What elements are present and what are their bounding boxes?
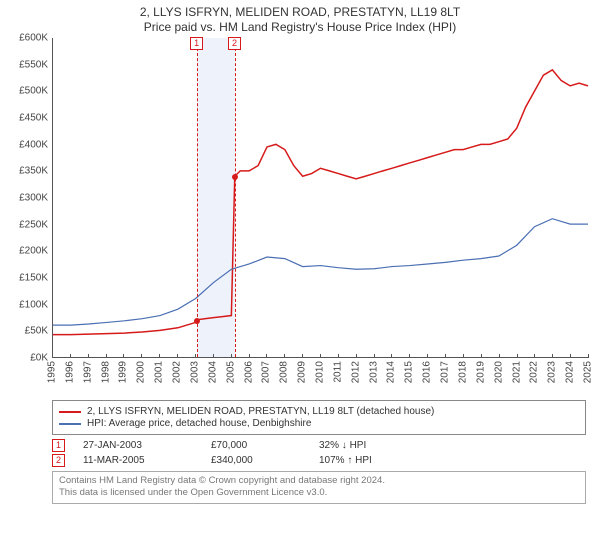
sale-date: 11-MAR-2005: [83, 455, 193, 466]
x-tick-label: 2019: [475, 361, 486, 383]
series-property: [53, 70, 588, 335]
legend-item: HPI: Average price, detached house, Denb…: [59, 418, 579, 429]
sale-row: 1 27-JAN-2003 £70,000 32% ↓ HPI: [52, 439, 586, 452]
y-tick-label: £400K: [19, 139, 48, 150]
sale-marker-line: [235, 38, 236, 357]
sale-hpi-delta: 32% ↓ HPI: [319, 440, 409, 451]
y-tick-label: £0K: [30, 353, 48, 364]
x-tick-label: 2023: [547, 361, 558, 383]
sale-badge: 2: [228, 37, 241, 50]
x-axis: 1995199619971998199920002001200220032004…: [52, 358, 588, 398]
title-address: 2, LLYS ISFRYN, MELIDEN ROAD, PRESTATYN,…: [8, 5, 592, 19]
x-tick-label: 2022: [529, 361, 540, 383]
sale-marker-dot: [194, 318, 200, 324]
title-block: 2, LLYS ISFRYN, MELIDEN ROAD, PRESTATYN,…: [8, 5, 592, 34]
sale-row: 2 11-MAR-2005 £340,000 107% ↑ HPI: [52, 454, 586, 467]
x-tick-label: 2017: [440, 361, 451, 383]
y-tick-label: £50K: [25, 326, 48, 337]
y-axis: £0K£50K£100K£150K£200K£250K£300K£350K£40…: [8, 38, 50, 358]
x-tick-label: 2006: [243, 361, 254, 383]
x-tick-label: 2013: [368, 361, 379, 383]
y-tick-label: £250K: [19, 219, 48, 230]
x-tick-label: 2004: [207, 361, 218, 383]
legend-item: 2, LLYS ISFRYN, MELIDEN ROAD, PRESTATYN,…: [59, 406, 579, 417]
x-tick-label: 2020: [493, 361, 504, 383]
y-tick-label: £150K: [19, 273, 48, 284]
x-tick-label: 2008: [279, 361, 290, 383]
y-tick-label: £600K: [19, 33, 48, 44]
y-tick-label: £100K: [19, 299, 48, 310]
x-tick-label: 2011: [332, 361, 343, 383]
y-tick-label: £500K: [19, 86, 48, 97]
sales-table: 1 27-JAN-2003 £70,000 32% ↓ HPI 2 11-MAR-2005…: [52, 439, 586, 467]
footer-line-1: Contains HM Land Registry data © Crown c…: [59, 475, 579, 487]
y-tick-label: £200K: [19, 246, 48, 257]
x-tick-label: 2010: [315, 361, 326, 383]
y-tick-label: £350K: [19, 166, 48, 177]
x-tick-label: 2002: [172, 361, 183, 383]
footer-line-2: This data is licensed under the Open Gov…: [59, 487, 579, 499]
x-tick-label: 2015: [404, 361, 415, 383]
x-tick-label: 2001: [154, 361, 165, 383]
x-tick-label: 1995: [47, 361, 58, 383]
sale-hpi-delta: 107% ↑ HPI: [319, 455, 409, 466]
x-tick-label: 1999: [118, 361, 129, 383]
x-tick-label: 2007: [261, 361, 272, 383]
sale-row-badge: 1: [52, 439, 65, 452]
x-tick-label: 2024: [565, 361, 576, 383]
y-tick-label: £550K: [19, 59, 48, 70]
plot-region: 12: [52, 38, 588, 358]
footer-attribution: Contains HM Land Registry data © Crown c…: [52, 471, 586, 504]
legend-label: HPI: Average price, detached house, Denb…: [87, 418, 311, 429]
legend-swatch: [59, 411, 81, 413]
series-hpi: [53, 219, 588, 325]
x-tick-label: 2003: [189, 361, 200, 383]
x-tick-label: 2021: [511, 361, 522, 383]
sale-marker-line: [197, 38, 198, 357]
x-tick-label: 2025: [583, 361, 594, 383]
sale-badge: 1: [190, 37, 203, 50]
x-tick-label: 2018: [457, 361, 468, 383]
sale-price: £340,000: [211, 455, 301, 466]
chart-container: 2, LLYS ISFRYN, MELIDEN ROAD, PRESTATYN,…: [0, 0, 600, 560]
x-tick-label: 1998: [100, 361, 111, 383]
sale-row-badge: 2: [52, 454, 65, 467]
x-tick-label: 2009: [297, 361, 308, 383]
x-tick-label: 2005: [225, 361, 236, 383]
x-tick-label: 2016: [422, 361, 433, 383]
x-tick-label: 1996: [64, 361, 75, 383]
chart-svg: [53, 38, 588, 357]
sale-date: 27-JAN-2003: [83, 440, 193, 451]
x-tick-label: 2014: [386, 361, 397, 383]
legend-swatch: [59, 423, 81, 425]
sale-price: £70,000: [211, 440, 301, 451]
x-tick-label: 1997: [82, 361, 93, 383]
title-subtitle: Price paid vs. HM Land Registry's House …: [8, 20, 592, 34]
y-tick-label: £450K: [19, 113, 48, 124]
x-tick-label: 2012: [350, 361, 361, 383]
legend-label: 2, LLYS ISFRYN, MELIDEN ROAD, PRESTATYN,…: [87, 406, 434, 417]
sale-marker-dot: [232, 174, 238, 180]
chart-area: £0K £50K £100K £150K £200K £250K £300K £350K £40…: [8, 38, 592, 398]
x-tick-label: 2000: [136, 361, 147, 383]
y-tick-label: £300K: [19, 193, 48, 204]
legend: 2, LLYS ISFRYN, MELIDEN ROAD, PRESTATYN,…: [52, 400, 586, 435]
